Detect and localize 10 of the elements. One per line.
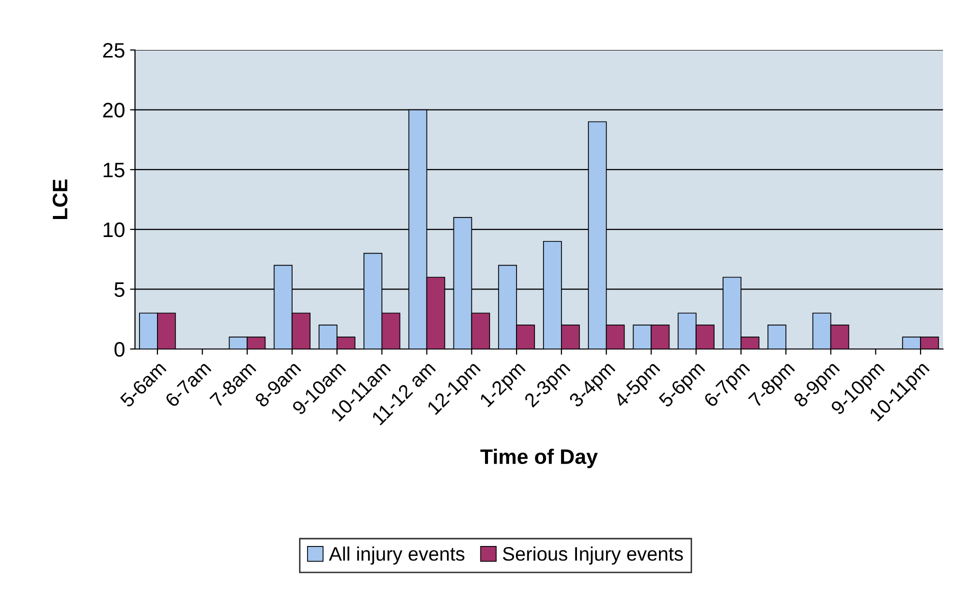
y-tick-label: 0 (114, 342, 124, 357)
y-axis-title: LCE (52, 179, 68, 219)
y-tick-label: 20 (103, 102, 124, 118)
y-tick-label: 25 (103, 43, 124, 58)
y-tick-label: 10 (104, 222, 124, 238)
legend-label: Serious Injury events (502, 546, 683, 565)
legend-label: All injury events (328, 546, 464, 565)
x-axis-title: Time of Day (480, 448, 598, 468)
y-tick-label: 5 (114, 282, 124, 297)
y-tick-label: 15 (104, 162, 124, 178)
